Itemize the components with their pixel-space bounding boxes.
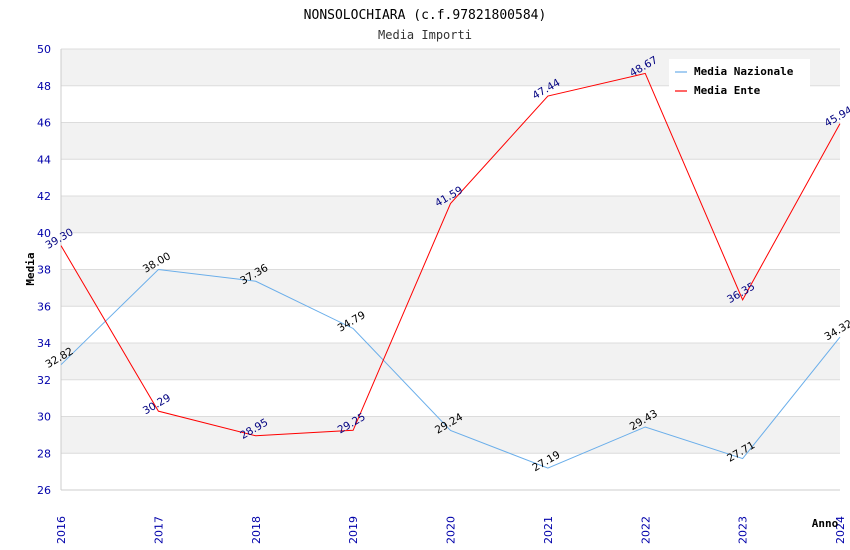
chart-title: NONSOLOCHIARA (c.f.97821800584) bbox=[304, 8, 547, 23]
y-tick-label: 46 bbox=[37, 117, 51, 130]
x-axis-label: Anno bbox=[812, 517, 839, 530]
x-tick-label: 2020 bbox=[445, 516, 458, 544]
series-lines bbox=[60, 72, 841, 469]
x-tick-label: 2023 bbox=[737, 516, 750, 544]
grid-band bbox=[61, 343, 840, 380]
y-tick-label: 48 bbox=[37, 80, 51, 93]
x-tick-label: 2017 bbox=[152, 516, 165, 544]
y-tick-label: 50 bbox=[37, 43, 51, 56]
grid-bands bbox=[61, 49, 840, 490]
x-tick-label: 2019 bbox=[347, 516, 360, 544]
x-axis-ticks: 2016 2017 2018 2019 2020 2021 2022 2023 2024 bbox=[55, 516, 847, 544]
y-tick-label: 42 bbox=[37, 190, 51, 203]
grid-band bbox=[61, 416, 840, 454]
grid-band bbox=[61, 232, 840, 270]
grid-band bbox=[61, 269, 840, 307]
grid-band bbox=[61, 379, 840, 417]
series-line-nazionale bbox=[60, 268, 841, 469]
grid-band bbox=[61, 306, 840, 343]
legend-label-ente: Media Ente bbox=[694, 84, 761, 97]
y-tick-label: 32 bbox=[37, 374, 51, 387]
x-tick-label: 2016 bbox=[55, 516, 68, 544]
legend: Media Nazionale Media Ente bbox=[669, 59, 810, 101]
grid-band bbox=[61, 453, 840, 490]
x-tick-label: 2021 bbox=[542, 516, 555, 544]
grid-band bbox=[61, 196, 840, 233]
chart-subtitle: Media Importi bbox=[378, 28, 472, 42]
x-tick-label: 2022 bbox=[639, 516, 652, 544]
y-axis-ticks: 26 28 30 32 34 36 38 40 42 44 46 48 50 bbox=[37, 43, 51, 497]
y-tick-label: 40 bbox=[37, 227, 51, 240]
series-line-ente bbox=[60, 72, 841, 437]
y-tick-label: 30 bbox=[37, 411, 51, 424]
grid-band bbox=[61, 122, 840, 160]
x-tick-label: 2024 bbox=[834, 516, 847, 544]
y-tick-label: 34 bbox=[37, 337, 51, 350]
y-tick-label: 36 bbox=[37, 300, 51, 313]
y-tick-label: 26 bbox=[37, 484, 51, 497]
x-tick-label: 2018 bbox=[250, 516, 263, 544]
legend-box bbox=[669, 59, 810, 101]
y-tick-label: 44 bbox=[37, 153, 51, 166]
legend-label-nazionale: Media Nazionale bbox=[694, 65, 794, 78]
y-tick-label: 28 bbox=[37, 447, 51, 460]
y-axis-label: Media bbox=[24, 252, 37, 285]
y-tick-label: 38 bbox=[37, 264, 51, 277]
grid-band bbox=[61, 159, 840, 196]
